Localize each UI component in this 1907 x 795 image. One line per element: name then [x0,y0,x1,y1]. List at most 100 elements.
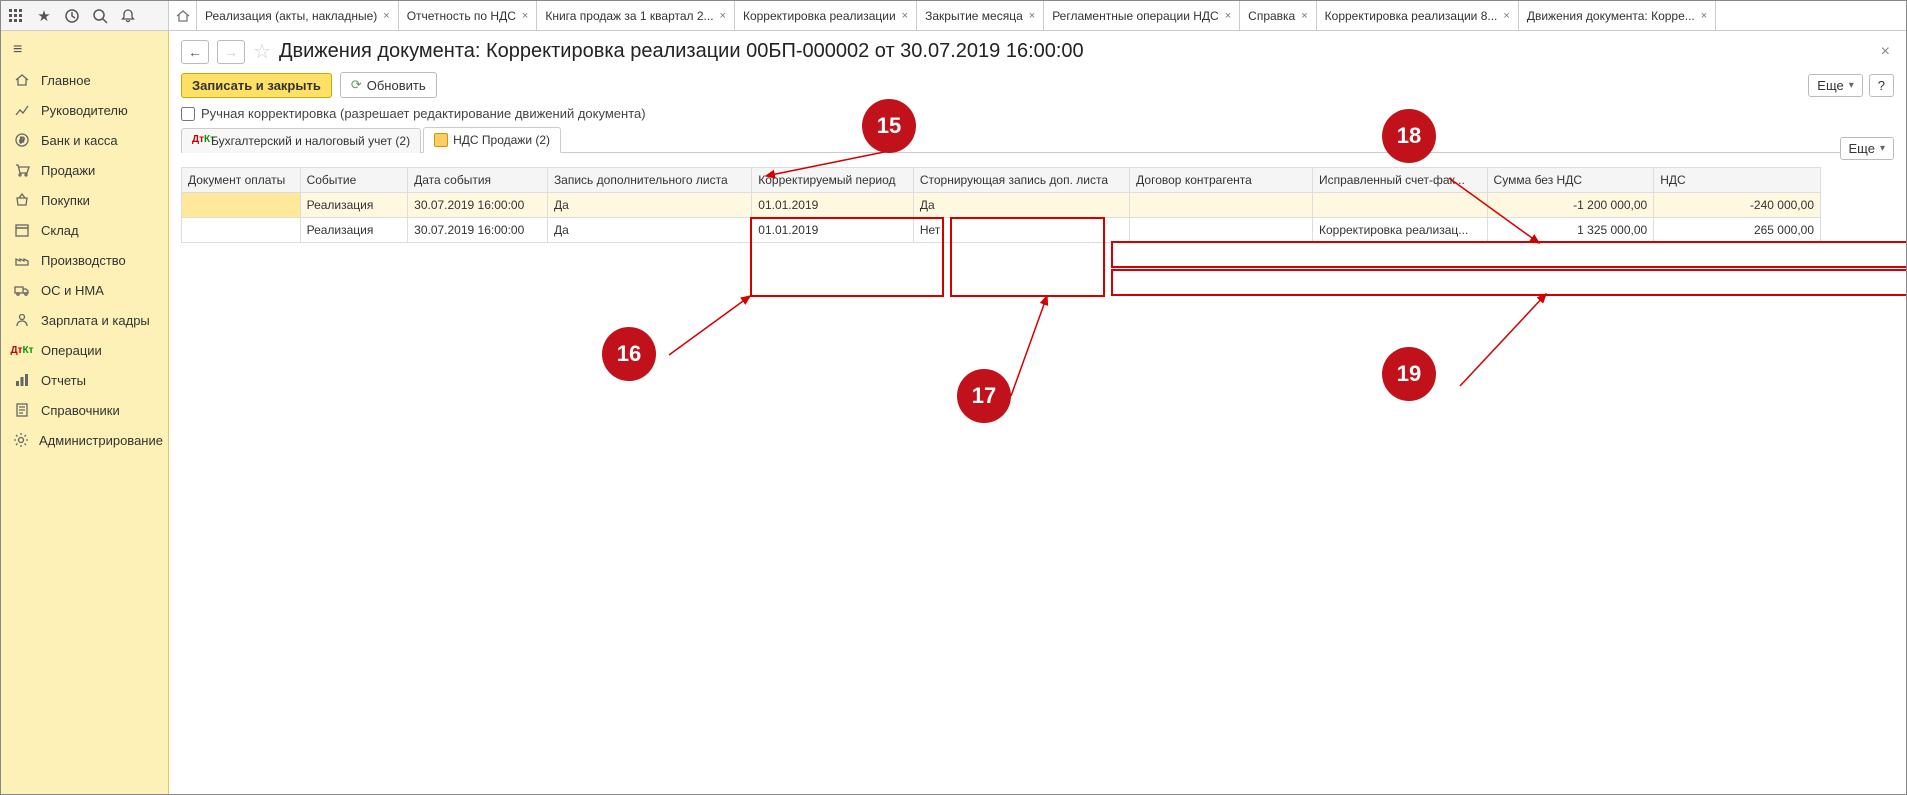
tab-label: Реализация (акты, накладные) [205,9,377,23]
tab-label: Корректировка реализации 8... [1325,9,1498,23]
sidebar-label: Склад [41,223,79,238]
history-icon[interactable] [63,7,81,25]
tab-8[interactable]: Движения документа: Корре... × [1519,1,1716,30]
subtab-vat-sales[interactable]: НДС Продажи (2) [423,127,561,153]
annotation-bubble: 19 [1382,347,1436,401]
sidebar-label: Справочники [41,403,120,418]
sidebar-item-gear[interactable]: Администрирование [1,425,168,455]
box-icon [13,222,31,238]
apps-icon[interactable] [7,7,25,25]
sidebar-item-truck[interactable]: ОС и НМА [1,275,168,305]
tab-6[interactable]: Справка× [1240,1,1317,30]
bell-icon[interactable] [119,7,137,25]
tab-7[interactable]: Корректировка реализации 8... × [1317,1,1519,30]
sidebar-item-people[interactable]: Зарплата и кадры [1,305,168,335]
button-label: Записать и закрыть [192,78,321,93]
sidebar-item-cart[interactable]: Продажи [1,155,168,185]
tab-label: Книга продаж за 1 квартал 2... [545,9,713,23]
search-icon[interactable] [91,7,109,25]
close-icon[interactable]: × [902,10,908,22]
close-icon[interactable]: × [522,10,528,22]
tab-0[interactable]: Реализация (акты, накладные) × [197,1,399,30]
close-icon[interactable]: × [1701,10,1707,22]
tab-label: Движения документа: Корре... [1527,9,1695,23]
forward-button[interactable]: → [217,40,245,64]
cell: Нет [913,218,1129,243]
annotation-bubble: 17 [957,369,1011,423]
home-tab[interactable] [169,1,197,30]
col-header[interactable]: Событие [300,168,408,193]
close-page-icon[interactable]: × [1877,43,1894,61]
subtab-row: ДтКт Бухгалтерский и налоговый учет (2) … [181,127,1894,153]
cell [182,218,301,243]
sidebar-label: Администрирование [39,433,163,448]
button-label: Обновить [367,78,426,93]
col-header[interactable]: Корректируемый период [752,168,914,193]
sidebar-item-bank[interactable]: ₽Банк и касса [1,125,168,155]
refresh-button[interactable]: ⟳Обновить [340,72,437,98]
svg-text:₽: ₽ [19,136,24,145]
col-header[interactable]: Исправленный счет-фак... [1313,168,1488,193]
sidebar-item-report[interactable]: Отчеты [1,365,168,395]
save-close-button[interactable]: Записать и закрыть [181,73,332,98]
cell: 1 325 000,00 [1487,218,1654,243]
chart-icon [13,102,31,118]
close-icon[interactable]: × [383,10,389,22]
favorite-icon[interactable]: ☆ [253,39,271,64]
col-header[interactable]: НДС [1654,168,1821,193]
sidebar-item-basket[interactable]: Покупки [1,185,168,215]
cell: -240 000,00 [1654,193,1821,218]
sidebar-item-book[interactable]: Справочники [1,395,168,425]
col-header[interactable]: Сторнирующая запись доп. листа [913,168,1129,193]
star-icon[interactable]: ★ [35,7,53,25]
col-header[interactable]: Договор контрагента [1130,168,1313,193]
page-title: Движения документа: Корректировка реализ… [279,40,1084,63]
close-icon[interactable]: × [1225,10,1231,22]
sidebar-item-home[interactable]: Главное [1,65,168,95]
document-tabs: Реализация (акты, накладные) × Отчетность… [169,1,1906,30]
manual-correction-checkbox[interactable] [181,107,195,121]
tab-1[interactable]: Отчетность по НДС× [399,1,538,30]
col-header[interactable]: Запись дополнительного листа [547,168,751,193]
table-more-button[interactable]: Еще [1840,137,1894,160]
content-area: ← → ☆ Движения документа: Корректировка … [169,31,1906,794]
home-icon [13,72,31,88]
close-icon[interactable]: × [1029,10,1035,22]
col-header[interactable]: Сумма без НДС [1487,168,1654,193]
table-row[interactable]: Реализация30.07.2019 16:00:00Да01.01.201… [182,218,1821,243]
cell: Да [547,193,751,218]
col-header[interactable]: Дата события [408,168,548,193]
button-label: ? [1878,78,1885,93]
more-button[interactable]: Еще [1808,74,1862,97]
annotation-row-rect [1111,269,1906,296]
checkbox-label: Ручная корректировка (разрешает редактир… [201,106,646,121]
cell: Реализация [300,218,408,243]
table-row[interactable]: Реализация30.07.2019 16:00:00Да01.01.201… [182,193,1821,218]
cell: Реализация [300,193,408,218]
annotation-bubble: 16 [602,327,656,381]
annotation-bubble: 18 [1382,109,1436,163]
report-icon [13,372,31,388]
menu-icon[interactable]: ≡ [1,35,168,65]
help-button[interactable]: ? [1869,74,1894,97]
tab-4[interactable]: Закрытие месяца× [917,1,1044,30]
subtab-label: НДС Продажи (2) [453,133,550,147]
sidebar-item-ops[interactable]: ДтКтОперации [1,335,168,365]
subtab-accounting[interactable]: ДтКт Бухгалтерский и налоговый учет (2) [181,128,421,153]
cart-icon [13,162,31,178]
close-icon[interactable]: × [720,10,726,22]
close-icon[interactable]: × [1301,10,1307,22]
close-icon[interactable]: × [1503,10,1509,22]
col-header[interactable]: Документ оплаты [182,168,301,193]
bank-icon: ₽ [13,132,31,148]
sidebar-item-chart[interactable]: Руководителю [1,95,168,125]
cell: Да [913,193,1129,218]
back-button[interactable]: ← [181,40,209,64]
top-toolbar: ★ [1,1,169,30]
tab-3[interactable]: Корректировка реализации× [735,1,917,30]
sidebar-item-factory[interactable]: Производство [1,245,168,275]
sidebar-item-box[interactable]: Склад [1,215,168,245]
tab-5[interactable]: Регламентные операции НДС× [1044,1,1240,30]
book-icon [13,402,31,418]
tab-2[interactable]: Книга продаж за 1 квартал 2... × [537,1,735,30]
